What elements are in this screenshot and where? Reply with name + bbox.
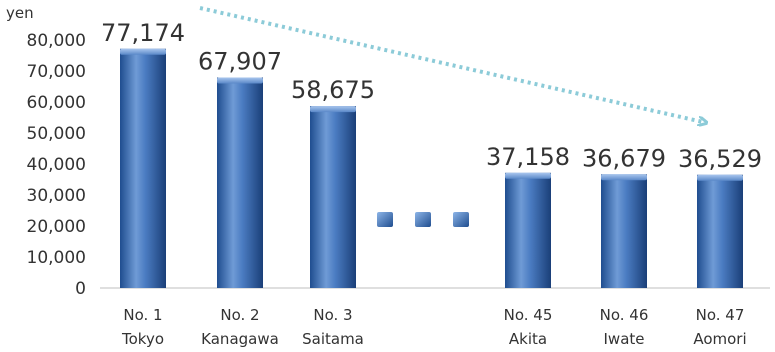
y-tick-label: 20,000 (27, 217, 86, 237)
value-label: 36,529 (678, 145, 762, 173)
y-tick-label: 60,000 (27, 93, 86, 113)
y-tick-label: 30,000 (27, 186, 86, 206)
category-rank-label: No. 46 (600, 306, 649, 324)
value-label: 37,158 (486, 143, 570, 171)
category-rank-label: No. 2 (220, 306, 259, 324)
bar-body (697, 174, 743, 288)
gap-ellipsis-marker (377, 212, 469, 227)
category-rank-label: No. 3 (313, 306, 352, 324)
y-axis-ticks: 0 10,000 20,000 30,000 40,000 50,000 60,000 70,… (27, 31, 86, 299)
y-tick-label: 50,000 (27, 124, 86, 144)
category-name-label: Iwate (604, 330, 645, 348)
value-label: 58,675 (291, 76, 375, 104)
bar-body (120, 48, 166, 288)
bar-body (310, 106, 356, 288)
y-tick-label: 70,000 (27, 62, 86, 82)
bars-group (120, 48, 743, 288)
category-name-label: Tokyo (121, 330, 164, 348)
bar (505, 172, 551, 288)
bar-body (601, 174, 647, 288)
bar (120, 48, 166, 288)
value-labels: 77,174 67,907 58,675 37,158 36,679 36,529 (101, 19, 762, 173)
bar (697, 174, 743, 288)
bar (310, 106, 356, 288)
ellipsis-square (415, 212, 431, 227)
category-rank-label: No. 1 (123, 306, 162, 324)
category-rank-label: No. 47 (696, 306, 745, 324)
y-axis-unit-label: yen (6, 4, 34, 22)
value-label: 77,174 (101, 19, 185, 47)
bar-top-bevel (217, 77, 263, 84)
bar (601, 174, 647, 288)
bar-top-bevel (120, 48, 166, 55)
bar-top-bevel (505, 172, 551, 179)
category-name-label: Saitama (302, 330, 364, 348)
bar-body (217, 77, 263, 288)
trend-arrow (199, 6, 703, 122)
category-labels: No. 1 Tokyo No. 2 Kanagawa No. 3 Saitama No. 4… (121, 306, 747, 348)
value-label: 36,679 (582, 144, 666, 172)
category-name-label: Akita (509, 330, 547, 348)
bar-top-bevel (601, 174, 647, 181)
y-tick-label: 0 (75, 279, 86, 299)
y-tick-label: 40,000 (27, 155, 86, 175)
category-name-label: Kanagawa (201, 330, 279, 348)
ellipsis-square (453, 212, 469, 227)
ellipsis-square (377, 212, 393, 227)
y-tick-label: 10,000 (27, 248, 86, 268)
value-label: 67,907 (198, 47, 282, 75)
bar (217, 77, 263, 288)
bar-body (505, 172, 551, 288)
category-name-label: Aomori (693, 330, 746, 348)
bar-top-bevel (697, 174, 743, 181)
y-tick-label: 80,000 (27, 31, 86, 51)
bar-top-bevel (310, 106, 356, 113)
category-rank-label: No. 45 (504, 306, 553, 324)
